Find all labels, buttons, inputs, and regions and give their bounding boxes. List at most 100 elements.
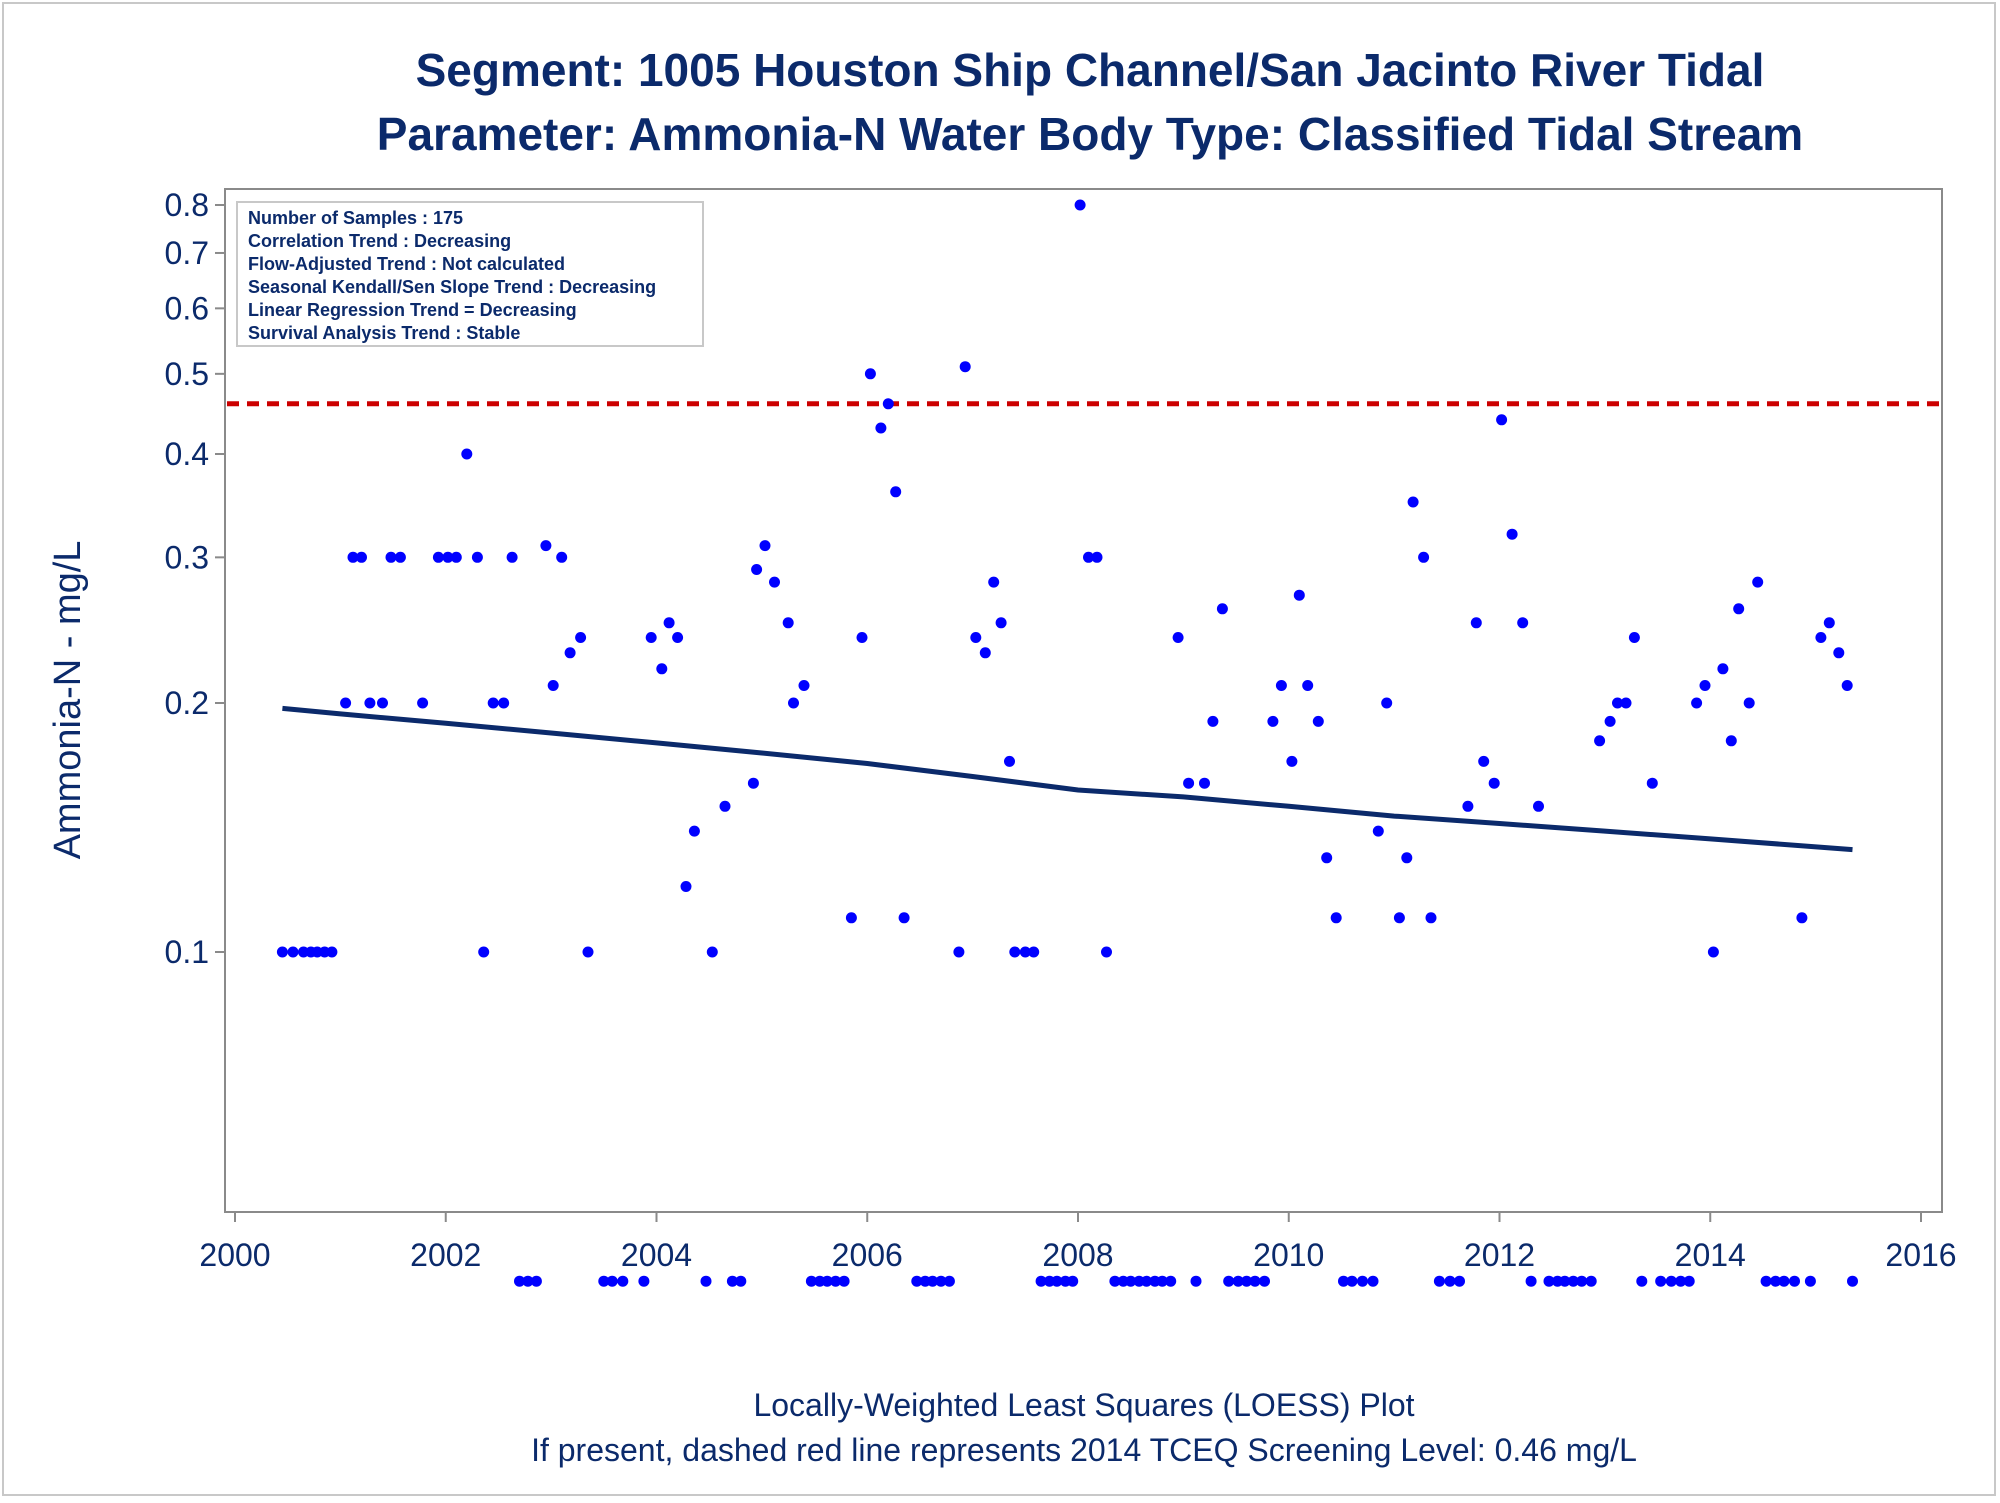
data-point — [856, 632, 868, 643]
data-point — [1183, 777, 1195, 789]
data-points — [276, 199, 1858, 1287]
x-tick-label: 2000 — [199, 1237, 270, 1273]
x-tick-label: 2004 — [621, 1237, 692, 1273]
data-point — [1760, 1275, 1772, 1287]
data-point — [606, 1275, 618, 1287]
data-point — [1190, 1275, 1202, 1287]
data-point — [1101, 946, 1112, 958]
stats-flow-adjusted-trend: Flow-Adjusted Trend : Not calculated — [248, 254, 565, 274]
y-tick-label: 0.1 — [165, 934, 209, 970]
data-point — [1478, 755, 1490, 767]
data-point — [927, 1275, 939, 1287]
data-point — [487, 697, 499, 709]
footer-line-1: Locally-Weighted Least Squares (LOESS) P… — [753, 1387, 1414, 1423]
data-point — [1381, 697, 1393, 709]
data-point — [1717, 663, 1729, 675]
data-point — [1576, 1275, 1588, 1287]
data-point — [1207, 715, 1219, 727]
data-point — [1425, 912, 1437, 924]
data-point — [1372, 825, 1384, 837]
data-point — [498, 697, 510, 709]
data-point — [935, 1275, 947, 1287]
data-point — [1655, 1275, 1667, 1287]
data-point — [364, 697, 376, 709]
data-point — [1051, 1275, 1063, 1287]
data-point — [1028, 946, 1040, 958]
data-point — [890, 486, 902, 498]
data-point — [461, 448, 473, 460]
data-point — [1407, 496, 1419, 508]
data-point — [788, 697, 799, 709]
loess-trend-line — [282, 705, 1853, 853]
data-point — [1733, 603, 1745, 615]
data-point — [953, 946, 965, 958]
data-point — [385, 551, 397, 563]
data-point — [672, 632, 684, 643]
stats-correlation-trend: Correlation Trend : Decreasing — [248, 231, 511, 251]
data-point — [1009, 946, 1021, 958]
data-point — [875, 422, 887, 434]
data-point — [1444, 1275, 1456, 1287]
data-point — [1330, 912, 1342, 924]
data-point — [356, 551, 367, 563]
data-point — [1259, 1275, 1270, 1287]
data-point — [759, 540, 771, 552]
data-point — [1743, 697, 1755, 709]
data-point — [995, 617, 1007, 629]
data-point — [1293, 589, 1305, 601]
data-point — [287, 946, 299, 958]
data-point — [1267, 715, 1279, 727]
data-point — [1004, 755, 1015, 767]
data-point — [970, 632, 982, 643]
data-point — [1232, 1275, 1244, 1287]
data-point — [564, 647, 576, 659]
data-point — [1847, 1275, 1858, 1287]
data-point — [522, 1275, 534, 1287]
data-point — [530, 1275, 542, 1287]
data-point — [1559, 1275, 1571, 1287]
data-point — [1752, 576, 1764, 588]
stats-box: Number of Samples : 175 Correlation Tren… — [236, 201, 704, 347]
x-axis: 2000 2002 2004 2006 2008 2010 2012 2014 2016 — [199, 1212, 1957, 1273]
x-tick-label: 2014 — [1675, 1237, 1746, 1273]
data-point — [769, 576, 780, 588]
data-point — [1594, 735, 1606, 747]
data-point — [1496, 414, 1508, 426]
y-tick-label: 0.6 — [165, 290, 209, 326]
data-point — [1665, 1275, 1677, 1287]
footer-line-2: If present, dashed red line represents 2… — [531, 1432, 1637, 1468]
x-tick-label: 2008 — [1042, 1237, 1113, 1273]
x-tick-label: 2002 — [410, 1237, 481, 1273]
data-point — [432, 551, 444, 563]
data-point — [1675, 1275, 1687, 1287]
data-point — [1074, 199, 1086, 211]
data-point — [1367, 1275, 1379, 1287]
data-point — [805, 1275, 817, 1287]
chart-subtitle: Parameter: Ammonia-N Water Body Type: Cl… — [377, 108, 1803, 160]
data-point — [582, 946, 594, 958]
data-point — [1612, 697, 1623, 709]
chart: Segment: 1005 Houston Ship Channel/San J… — [47, 44, 1957, 1468]
data-point — [1628, 632, 1640, 643]
data-point — [645, 632, 657, 643]
data-point — [1418, 551, 1430, 563]
stats-seasonal-kendall-trend: Seasonal Kendall/Sen Slope Trend : Decre… — [248, 277, 656, 297]
data-point — [1620, 697, 1632, 709]
data-point — [979, 647, 991, 659]
y-axis: 0.1 0.2 0.3 0.4 0.5 0.6 0.7 0.8 — [165, 187, 226, 1212]
x-tick-label: 2012 — [1464, 1237, 1535, 1273]
data-point — [1109, 1275, 1121, 1287]
y-tick-label: 0.5 — [165, 356, 209, 392]
data-point — [1683, 1275, 1695, 1287]
data-point — [798, 680, 810, 691]
data-point — [751, 564, 763, 575]
data-point — [1778, 1275, 1790, 1287]
data-point — [882, 398, 894, 410]
stats-linear-regression-trend: Linear Regression Trend = Decreasing — [248, 300, 577, 320]
data-point — [638, 1275, 650, 1287]
data-point — [898, 912, 910, 924]
data-point — [1357, 1275, 1368, 1287]
data-point — [943, 1275, 955, 1287]
data-point — [1725, 735, 1737, 747]
